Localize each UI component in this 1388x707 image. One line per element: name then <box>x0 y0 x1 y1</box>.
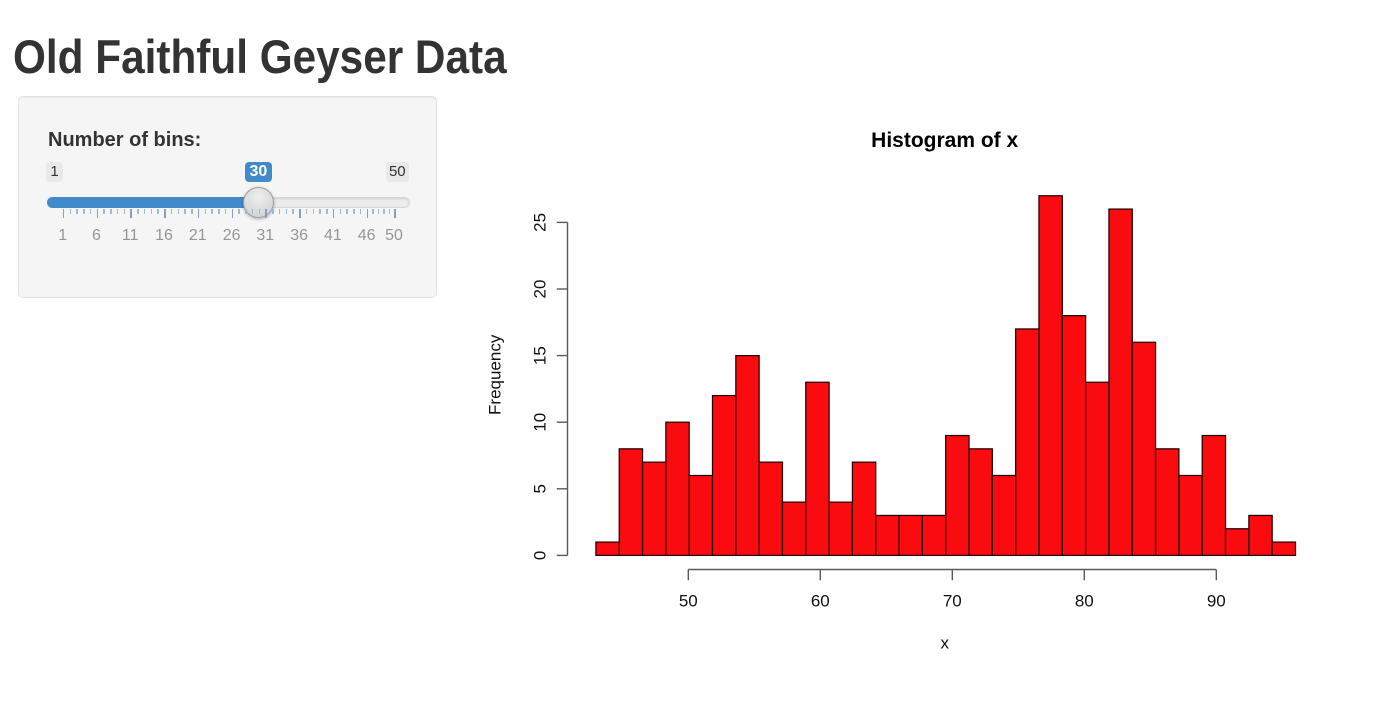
svg-text:60: 60 <box>811 592 830 611</box>
svg-text:90: 90 <box>1207 592 1226 611</box>
svg-text:70: 70 <box>943 592 962 611</box>
svg-text:80: 80 <box>1075 592 1094 611</box>
svg-text:x: x <box>941 634 950 653</box>
svg-text:20: 20 <box>531 280 550 299</box>
svg-text:Frequency: Frequency <box>486 334 505 415</box>
svg-text:25: 25 <box>531 213 550 232</box>
svg-text:10: 10 <box>531 413 550 432</box>
svg-text:Histogram of x: Histogram of x <box>871 129 1018 152</box>
svg-text:0: 0 <box>531 551 550 560</box>
svg-text:50: 50 <box>679 592 698 611</box>
svg-text:5: 5 <box>531 484 550 493</box>
svg-text:15: 15 <box>531 346 550 365</box>
